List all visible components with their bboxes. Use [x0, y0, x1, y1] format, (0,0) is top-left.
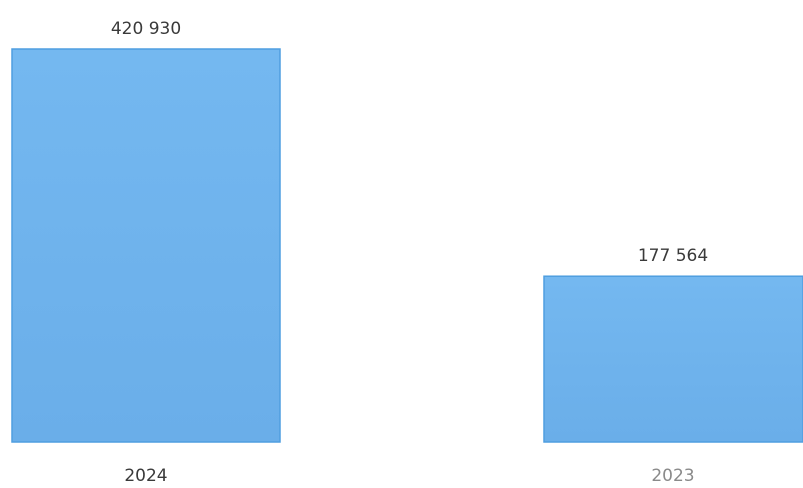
bar-2024 — [11, 48, 281, 443]
data-label-2024: 420 930 — [111, 19, 181, 39]
category-label-2024: 2024 — [124, 466, 167, 486]
bar-2023 — [543, 275, 803, 443]
category-label-2023: 2023 — [651, 466, 694, 486]
data-label-2023: 177 564 — [638, 246, 708, 266]
